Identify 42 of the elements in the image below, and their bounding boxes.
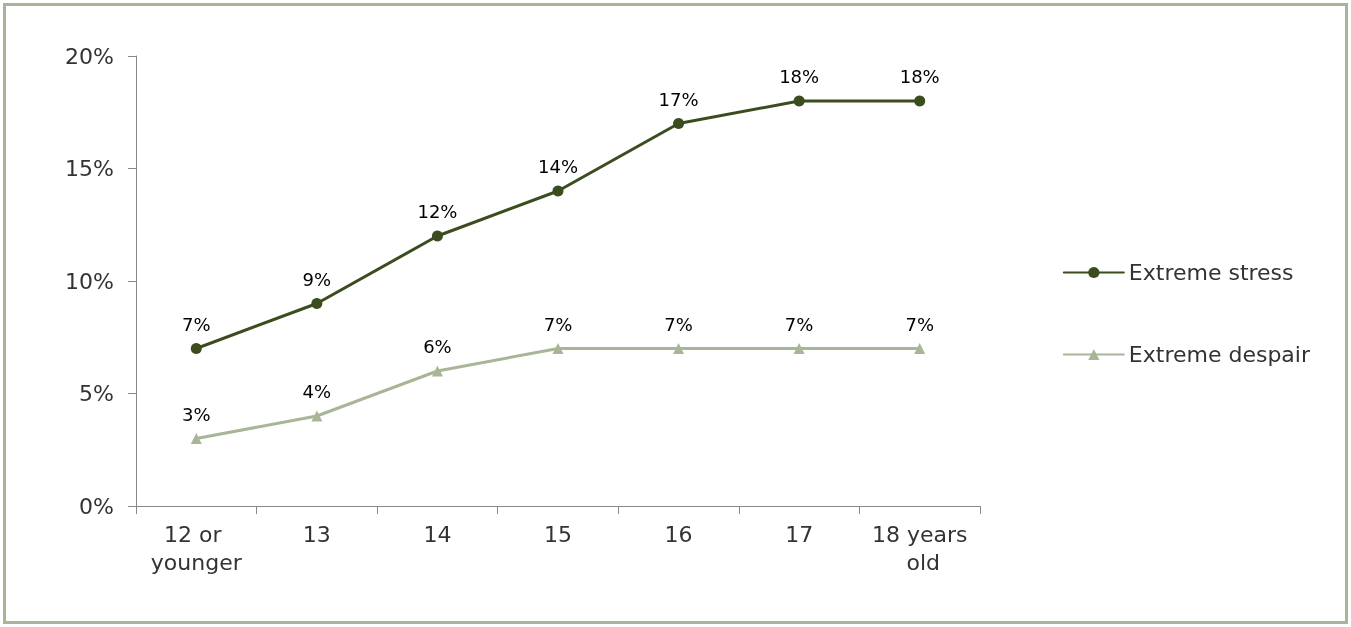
legend-label: Extreme stress — [1128, 260, 1294, 285]
data-label: 17% — [658, 88, 699, 110]
point — [190, 433, 202, 444]
point — [914, 95, 926, 107]
point — [673, 118, 685, 129]
data-label: 7% — [182, 313, 211, 335]
x-tick-label: 13 — [302, 521, 331, 547]
y-tick-label: 5% — [79, 381, 114, 406]
x-tick-label: 18 years old — [871, 521, 968, 575]
point — [311, 410, 323, 422]
data-label: 12% — [417, 201, 458, 222]
point — [793, 95, 805, 107]
x-tick-label: 16 — [664, 521, 693, 547]
point — [914, 343, 926, 354]
data-label: 4% — [302, 381, 332, 402]
data-label: 18% — [779, 66, 820, 87]
x-tick-label: 12 or younger — [150, 521, 243, 575]
point — [552, 343, 564, 354]
point — [311, 298, 323, 309]
data-label: 9% — [302, 268, 332, 290]
data-label: 7% — [664, 313, 693, 335]
point — [793, 343, 805, 354]
y-tick-label: 15% — [65, 156, 114, 181]
data-label: 3% — [182, 403, 211, 425]
point — [190, 343, 202, 354]
legend-label: Extreme despair — [1128, 342, 1311, 367]
y-tick-label: 0% — [79, 493, 114, 519]
x-tick-label: 14 — [423, 521, 452, 547]
data-label: 7% — [543, 313, 573, 335]
x-tick-label: 15 — [544, 521, 572, 547]
data-label: 18% — [899, 66, 940, 87]
data-label: 7% — [905, 313, 934, 335]
data-label: 6% — [423, 336, 452, 357]
x-tick-label: 17 — [785, 521, 814, 547]
point — [431, 230, 443, 242]
point — [431, 365, 443, 377]
point — [673, 343, 685, 354]
y-tick-label: 10% — [65, 268, 114, 294]
y-tick-label: 20% — [65, 43, 114, 69]
data-label: 14% — [537, 156, 579, 177]
point — [552, 185, 564, 197]
data-label: 7% — [784, 313, 814, 335]
